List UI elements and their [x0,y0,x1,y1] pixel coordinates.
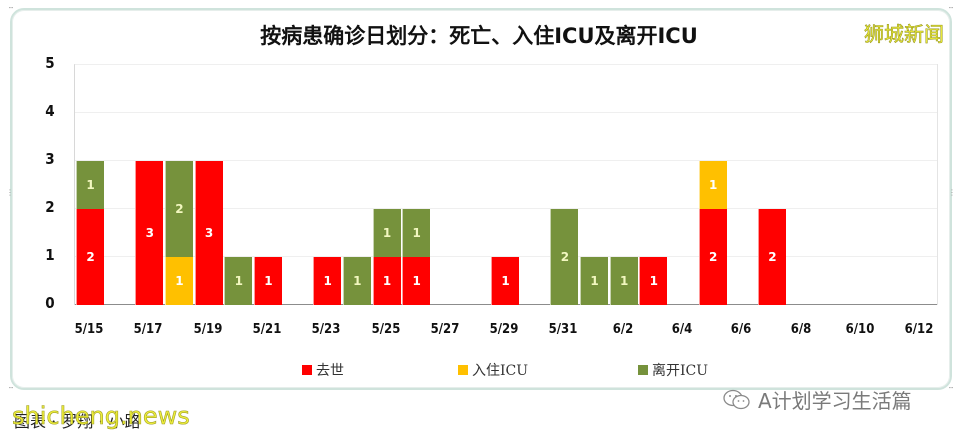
y-tick-label: 4 [45,102,55,120]
legend-swatch [302,365,312,375]
x-tick-label: 6/2 [612,322,633,337]
bar-segment-icuout: 1 [224,257,253,305]
bar-segment-death: 1 [253,257,282,305]
bar-5-31[interactable]: 2 [550,209,579,305]
resize-handle-top-left[interactable]: ⠒ [8,4,14,13]
resize-handle-bottom-right[interactable]: ⠒ [948,384,954,393]
bar-5-24[interactable]: 1 [342,257,371,305]
x-tick-label: 6/8 [790,322,811,337]
bar-segment-icuout: 1 [609,257,638,305]
gridline [75,112,937,113]
chart-title: 按病患确诊日划分：死亡、入住ICU及离开ICU [260,24,698,48]
bar-5-20[interactable]: 1 [224,257,253,305]
gridline [75,160,937,161]
y-tick-label: 1 [45,246,55,264]
bar-segment-icuout: 1 [342,257,371,305]
x-tick-label: 5/15 [74,322,104,337]
bar-segment-icuin: 1 [698,161,727,209]
resize-handle-right[interactable]: ⋮ [948,188,956,197]
bar-segment-icuout: 1 [76,161,104,209]
bar-5-19[interactable]: 3 [194,161,223,305]
gridline [75,64,937,65]
legend-swatch [638,365,648,375]
x-tick-label: 6/6 [731,322,752,337]
bar-6-3[interactable]: 1 [639,257,668,305]
bar-segment-icuout: 1 [372,209,401,257]
bar-segment-icuout: 2 [550,209,579,305]
figure-caption: 图表 · 罗翔 · 小路 [14,412,141,431]
x-tick-label: 5/29 [489,322,519,337]
y-tick-label: 2 [45,198,55,216]
legend-swatch [458,365,468,375]
y-tick-label: 0 [45,294,55,312]
wechat-attribution: A计划学习生活篇 [722,385,912,414]
gridline [75,208,937,209]
bar-segment-icuout: 2 [164,161,193,257]
bar-5-23[interactable]: 1 [313,257,342,305]
brand-watermark: 狮城新闻 [864,22,945,47]
bar-segment-death: 1 [372,257,401,305]
bar-segment-death: 1 [639,257,668,305]
x-tick-label: 5/23 [311,322,341,337]
bar-5-17[interactable]: 3 [135,161,164,305]
site-watermark: shicheng.news [12,402,190,431]
bar-segment-death: 2 [698,209,727,305]
y-tick-label: 3 [45,150,55,168]
bar-6-2[interactable]: 1 [609,257,638,305]
legend: 去世 入住ICU 离开ICU [0,360,958,380]
bar-6-1[interactable]: 1 [580,257,609,305]
x-tick-label: 6/4 [671,322,693,337]
resize-handle-bottom-left[interactable]: ⠒ [8,384,14,393]
bar-segment-death: 2 [757,209,786,305]
x-tick-label: 5/27 [430,322,460,337]
bar-6-7[interactable]: 2 [757,209,786,305]
x-tick-label: 5/21 [252,322,282,337]
wechat-icon [723,389,750,409]
resize-handle-top-right[interactable]: ⠒ [948,4,954,13]
x-tick-label: 5/19 [193,322,222,337]
bar-segment-icuout: 1 [580,257,609,305]
bar-segment-death: 2 [76,209,104,305]
x-tick-label: 5/17 [133,322,163,337]
legend-label: 入住ICU [472,363,529,379]
x-tick-label: 5/25 [371,322,400,337]
wechat-account-name: A计划学习生活篇 [758,389,912,413]
x-tick-label: 5/31 [549,322,578,337]
x-tick-label: 6/12 [904,322,934,337]
bar-5-29[interactable]: 1 [491,257,520,305]
x-tick-label: 6/10 [845,322,875,337]
bar-5-21[interactable]: 1 [253,257,282,305]
bar-segment-death: 1 [491,257,520,305]
y-tick-label: 5 [45,54,55,72]
bar-segment-death: 1 [402,257,431,305]
bar-segment-death: 1 [313,257,342,305]
bar-segment-death: 3 [194,161,223,305]
legend-item-death[interactable]: 去世 [302,360,344,380]
legend-label: 去世 [316,363,344,379]
bar-segment-icuin: 1 [164,257,193,305]
bar-segment-death: 3 [135,161,164,305]
gridline [75,256,937,257]
resize-handle-left[interactable]: ⋮ [6,188,14,197]
legend-item-icuin[interactable]: 入住ICU [458,360,528,380]
legend-item-icuout[interactable]: 离开ICU [638,360,708,380]
legend-label: 离开ICU [652,363,709,379]
bar-segment-icuout: 1 [402,209,431,257]
